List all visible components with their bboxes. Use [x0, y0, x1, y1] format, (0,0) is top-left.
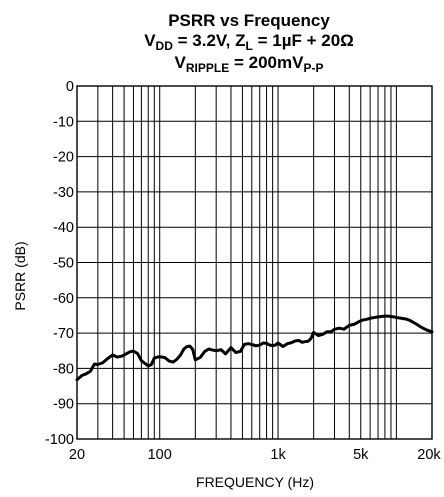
chart-title: PSRR vs Frequency	[168, 11, 330, 30]
y-tick-label: -100	[45, 432, 74, 448]
y-tick-label: -90	[53, 397, 74, 413]
chart-subtitle-2: VRIPPLE = 200mVP-P	[175, 53, 324, 75]
y-tick-labels: 0 -10 -20 -30 -40 -50 -60 -70 -80 -90 -100	[45, 79, 74, 448]
y-tick-label: -60	[53, 291, 74, 307]
y-axis-label: PSRR (dB)	[12, 241, 28, 310]
y-tick-label: 0	[66, 79, 74, 95]
x-tick-label: 100	[148, 447, 172, 463]
plot-frame	[76, 85, 433, 440]
y-tick-label: -80	[53, 361, 74, 377]
x-tick-label: 20	[69, 447, 85, 463]
x-tick-label: 5k	[353, 447, 369, 463]
psrr-series-line	[75, 314, 434, 382]
y-tick-label: -20	[53, 150, 74, 166]
y-tick-label: -70	[53, 326, 74, 342]
y-tick-label: -10	[53, 114, 74, 130]
grid-lines	[77, 86, 432, 439]
y-tick-label: -50	[53, 256, 74, 272]
x-tick-label: 1k	[270, 447, 286, 463]
y-tick-label: -40	[53, 220, 74, 236]
chart-subtitle-1: VDD = 3.2V, ZL = 1µF + 20Ω	[144, 31, 354, 53]
y-tick-label: -30	[53, 185, 74, 201]
x-tick-labels: 20 100 1k 5k 20k	[69, 447, 442, 463]
x-tick-label: 20k	[417, 447, 441, 463]
x-axis-label: FREQUENCY (Hz)	[196, 474, 314, 490]
